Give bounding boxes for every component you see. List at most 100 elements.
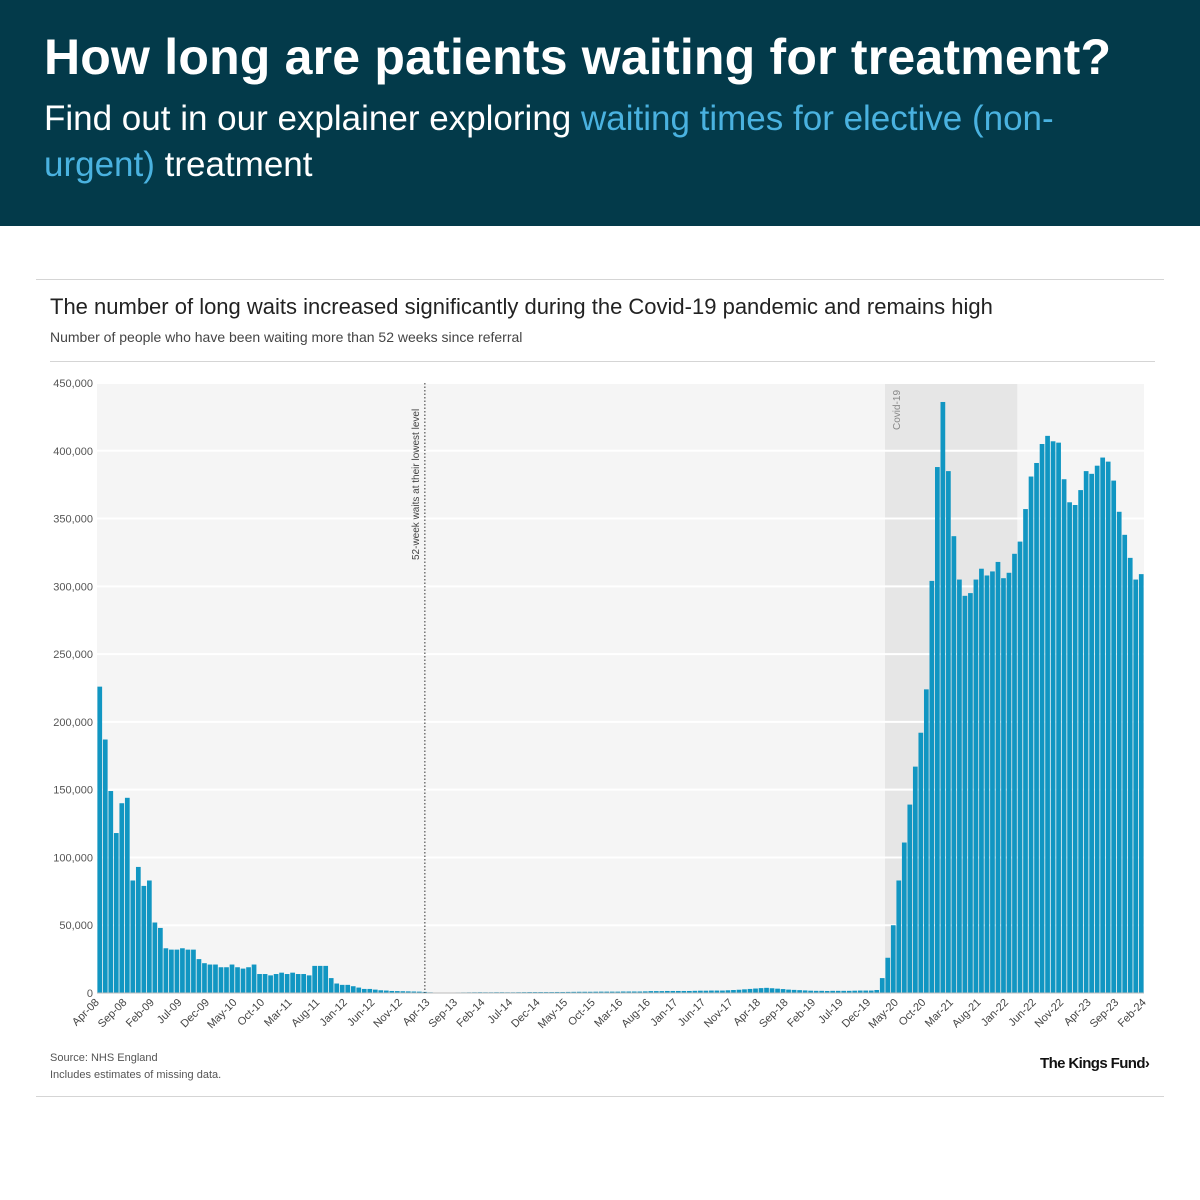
bar (246, 967, 251, 993)
y-tick-label: 350,000 (53, 514, 93, 526)
bar (857, 990, 863, 993)
bar (935, 467, 940, 993)
x-tick-label: Mar-11 (262, 997, 295, 1030)
x-tick-label: Feb-24 (1116, 997, 1149, 1030)
bar (912, 766, 918, 993)
bar (102, 739, 108, 993)
bar (951, 536, 957, 993)
bar (637, 991, 643, 993)
bar (141, 885, 147, 993)
bar (626, 991, 632, 993)
bar (1034, 462, 1039, 993)
bar (868, 990, 874, 993)
y-tick-label: 400,000 (53, 446, 93, 458)
subtitle-text-end: treatment (154, 145, 313, 184)
x-tick-label: Feb-09 (124, 997, 157, 1030)
bar (328, 978, 334, 993)
estimate-note: Includes estimates of missing data. (50, 1069, 222, 1081)
bar (653, 991, 659, 993)
bar (709, 990, 714, 993)
x-tick-label: Aug-16 (619, 997, 653, 1031)
bar (841, 990, 847, 993)
y-tick-label: 150,000 (53, 785, 93, 797)
bar (758, 988, 764, 993)
bar (262, 974, 268, 993)
bar (1017, 541, 1023, 993)
bar (350, 986, 356, 993)
bar (780, 989, 786, 993)
bar (1072, 505, 1078, 993)
x-tick-label: Oct-20 (897, 997, 929, 1029)
x-tick-label: Nov-12 (371, 997, 405, 1031)
bar (1083, 471, 1089, 994)
bar (257, 974, 262, 993)
bar (207, 964, 213, 993)
bar (113, 833, 119, 993)
bar (312, 965, 318, 993)
covid-band (885, 383, 1018, 993)
bar (400, 991, 406, 993)
bar (571, 991, 577, 993)
bar (169, 949, 174, 993)
bar (609, 991, 615, 993)
bar (317, 965, 323, 993)
bar (1061, 479, 1067, 993)
bar (1116, 511, 1122, 993)
bar (593, 991, 599, 993)
lowest-level-label: 52-week waits at their lowest level (411, 409, 422, 560)
bar (174, 949, 180, 993)
x-tick-label: Oct-15 (566, 997, 598, 1029)
subtitle-text: Find out in our explainer exploring (44, 99, 581, 138)
bar (863, 990, 869, 993)
bar (1045, 435, 1050, 993)
bar (995, 561, 1001, 993)
title-divider (50, 361, 1155, 362)
bar (224, 967, 229, 993)
x-tick-label: Feb-14 (454, 997, 487, 1030)
y-tick-label: 0 (87, 988, 93, 1000)
bar (725, 990, 731, 993)
bar (124, 797, 130, 993)
bar (323, 965, 329, 993)
bar (345, 984, 351, 993)
bar (835, 990, 841, 993)
bar (791, 989, 797, 993)
x-tick-label: Nov-22 (1033, 997, 1067, 1031)
bar (1012, 553, 1017, 993)
bar (901, 842, 907, 993)
bar (1056, 442, 1061, 994)
bar (1078, 490, 1083, 993)
bar (642, 991, 648, 993)
bar (764, 987, 769, 993)
bar (1133, 579, 1139, 993)
y-tick-label: 250,000 (53, 649, 93, 661)
bar (890, 925, 896, 993)
bar (692, 990, 698, 993)
x-tick-label: Jan-12 (318, 997, 350, 1029)
bar (813, 990, 819, 993)
explainer-link[interactable]: waiting times for elective (non-urgent) (44, 99, 1054, 184)
bar (202, 963, 207, 993)
bar (1100, 457, 1106, 993)
bar (1028, 476, 1034, 993)
bar (946, 471, 951, 994)
bar (797, 990, 802, 993)
bar (284, 974, 290, 993)
bar (648, 991, 654, 993)
bar (554, 991, 560, 993)
bar (968, 593, 973, 993)
y-tick-label: 450,000 (53, 378, 93, 390)
bar (896, 880, 902, 993)
bar (676, 990, 681, 993)
x-tick-label: May-20 (866, 997, 900, 1031)
bar (417, 991, 422, 993)
bar (923, 689, 929, 993)
bar (218, 967, 224, 993)
bar (940, 401, 946, 993)
bar (753, 988, 758, 993)
bar (1105, 461, 1111, 994)
bar (670, 990, 676, 993)
bar (620, 991, 626, 993)
x-tick-label: Sep-08 (96, 997, 130, 1031)
x-tick-label: Sep-18 (757, 997, 791, 1031)
